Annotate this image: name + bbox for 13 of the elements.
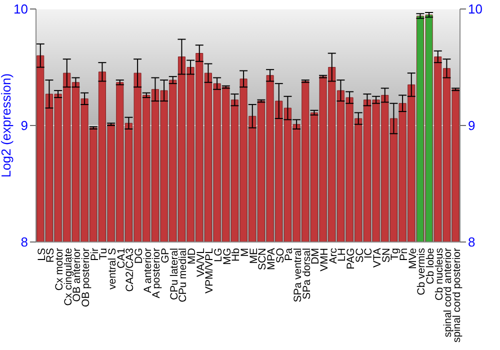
y-axis-title: Log2 (expression) bbox=[0, 73, 14, 178]
x-tick-label: Tg bbox=[389, 248, 402, 260]
x-tick-label: spinal cord posterior bbox=[451, 247, 464, 343]
y2-tick-label: 10 bbox=[468, 2, 482, 17]
x-tick-label: RS bbox=[44, 248, 57, 263]
y2-tick-label: 9 bbox=[468, 118, 476, 134]
x-tick-label: A posterior bbox=[150, 248, 163, 298]
y-tick-label: 8 bbox=[20, 234, 28, 250]
y-tick-label: 9 bbox=[20, 118, 28, 134]
y2-tick-label: 8 bbox=[468, 234, 476, 250]
x-tick-label: DG bbox=[133, 248, 146, 264]
y-tick-label: 10 bbox=[14, 2, 28, 17]
x-tick-label: OB posterior bbox=[80, 248, 92, 307]
